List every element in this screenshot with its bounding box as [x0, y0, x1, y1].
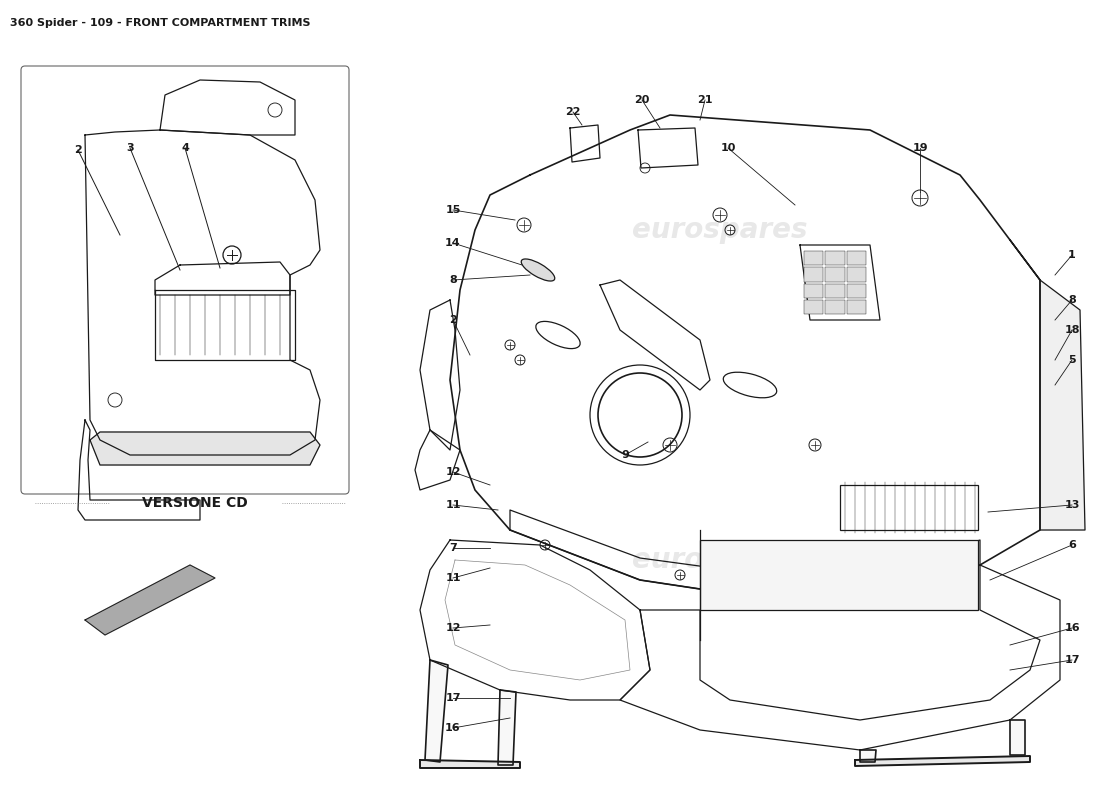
Polygon shape — [860, 750, 876, 762]
Bar — [825, 251, 845, 266]
Text: 13: 13 — [1065, 500, 1080, 510]
Text: 19: 19 — [912, 143, 927, 153]
Text: 12: 12 — [446, 467, 461, 477]
Text: 18: 18 — [1065, 325, 1080, 335]
Bar — [840, 485, 978, 530]
Text: 4: 4 — [182, 143, 189, 153]
Text: 11: 11 — [446, 573, 461, 583]
Bar — [804, 283, 823, 298]
Polygon shape — [498, 690, 516, 765]
Bar — [825, 300, 845, 314]
Text: eurospares: eurospares — [132, 356, 308, 384]
Ellipse shape — [521, 259, 554, 281]
Polygon shape — [855, 756, 1030, 766]
Bar — [847, 300, 866, 314]
Text: 14: 14 — [446, 238, 461, 248]
Text: 16: 16 — [1064, 623, 1080, 633]
Polygon shape — [1010, 240, 1085, 530]
Ellipse shape — [536, 322, 580, 349]
Text: 1: 1 — [1068, 250, 1076, 260]
Bar — [825, 267, 845, 282]
Text: 7: 7 — [449, 543, 456, 553]
Polygon shape — [800, 245, 880, 320]
Text: 360 Spider - 109 - FRONT COMPARTMENT TRIMS: 360 Spider - 109 - FRONT COMPARTMENT TRI… — [10, 18, 310, 28]
Bar — [700, 540, 978, 610]
Polygon shape — [85, 565, 214, 635]
Bar — [804, 267, 823, 282]
Text: 22: 22 — [565, 107, 581, 117]
Text: 6: 6 — [1068, 540, 1076, 550]
Text: 10: 10 — [720, 143, 736, 153]
Text: 12: 12 — [446, 623, 461, 633]
Text: VERSIONE CD: VERSIONE CD — [142, 496, 248, 510]
Text: 8: 8 — [449, 275, 456, 285]
Text: 20: 20 — [635, 95, 650, 105]
Bar — [847, 267, 866, 282]
Bar — [804, 251, 823, 266]
Polygon shape — [1010, 720, 1025, 755]
Text: 21: 21 — [697, 95, 713, 105]
Bar — [847, 251, 866, 266]
Text: 3: 3 — [126, 143, 134, 153]
Polygon shape — [425, 660, 448, 762]
Bar — [847, 283, 866, 298]
Text: 2: 2 — [74, 145, 81, 155]
Bar — [825, 283, 845, 298]
Polygon shape — [420, 760, 520, 768]
Text: 2: 2 — [449, 315, 456, 325]
Text: 17: 17 — [1065, 655, 1080, 665]
Text: 15: 15 — [446, 205, 461, 215]
FancyBboxPatch shape — [21, 66, 349, 494]
Text: 5: 5 — [1068, 355, 1076, 365]
Text: eurospares: eurospares — [632, 216, 807, 244]
Polygon shape — [90, 432, 320, 465]
Text: 16: 16 — [446, 723, 461, 733]
Ellipse shape — [724, 372, 777, 398]
Bar — [804, 300, 823, 314]
Text: 9: 9 — [621, 450, 629, 460]
Text: 17: 17 — [446, 693, 461, 703]
Text: eurospares: eurospares — [632, 546, 807, 574]
Text: 8: 8 — [1068, 295, 1076, 305]
Text: 11: 11 — [446, 500, 461, 510]
